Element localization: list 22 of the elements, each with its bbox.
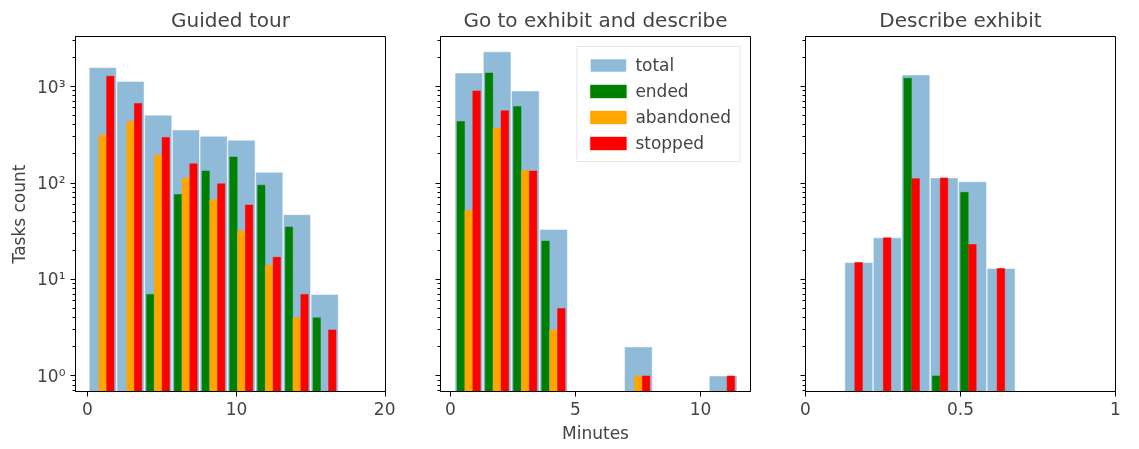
x-tick-label: 5 <box>570 398 581 419</box>
legend-label: ended <box>635 81 689 101</box>
x-tick-label: 1 <box>1110 398 1121 419</box>
x-tick-label: 0 <box>445 398 456 419</box>
legend-label: total <box>635 55 675 75</box>
x-tick-label: 0.5 <box>946 398 975 419</box>
legend-label: stopped <box>635 133 705 153</box>
y-tick-label: 10³ <box>37 76 66 97</box>
y-tick-label: 10¹ <box>37 269 66 290</box>
x-tick-label: 10 <box>225 398 248 419</box>
chart-title: Go to exhibit and describe <box>463 7 728 32</box>
x-tick-label: 0 <box>800 398 811 419</box>
legend-label: abandoned <box>635 107 731 127</box>
x-tick-label: 20 <box>373 398 396 419</box>
y-tick-label: 10² <box>37 173 66 193</box>
y-axis-title: Tasks count <box>9 164 30 265</box>
chart-title: Describe exhibit <box>879 7 1042 32</box>
x-axis-title: Minutes <box>562 422 630 443</box>
x-tick-label: 0 <box>82 398 93 419</box>
x-tick-label: 10 <box>689 398 712 419</box>
y-tick-label: 10⁰ <box>37 365 66 386</box>
chart-title: Guided tour <box>171 7 291 32</box>
